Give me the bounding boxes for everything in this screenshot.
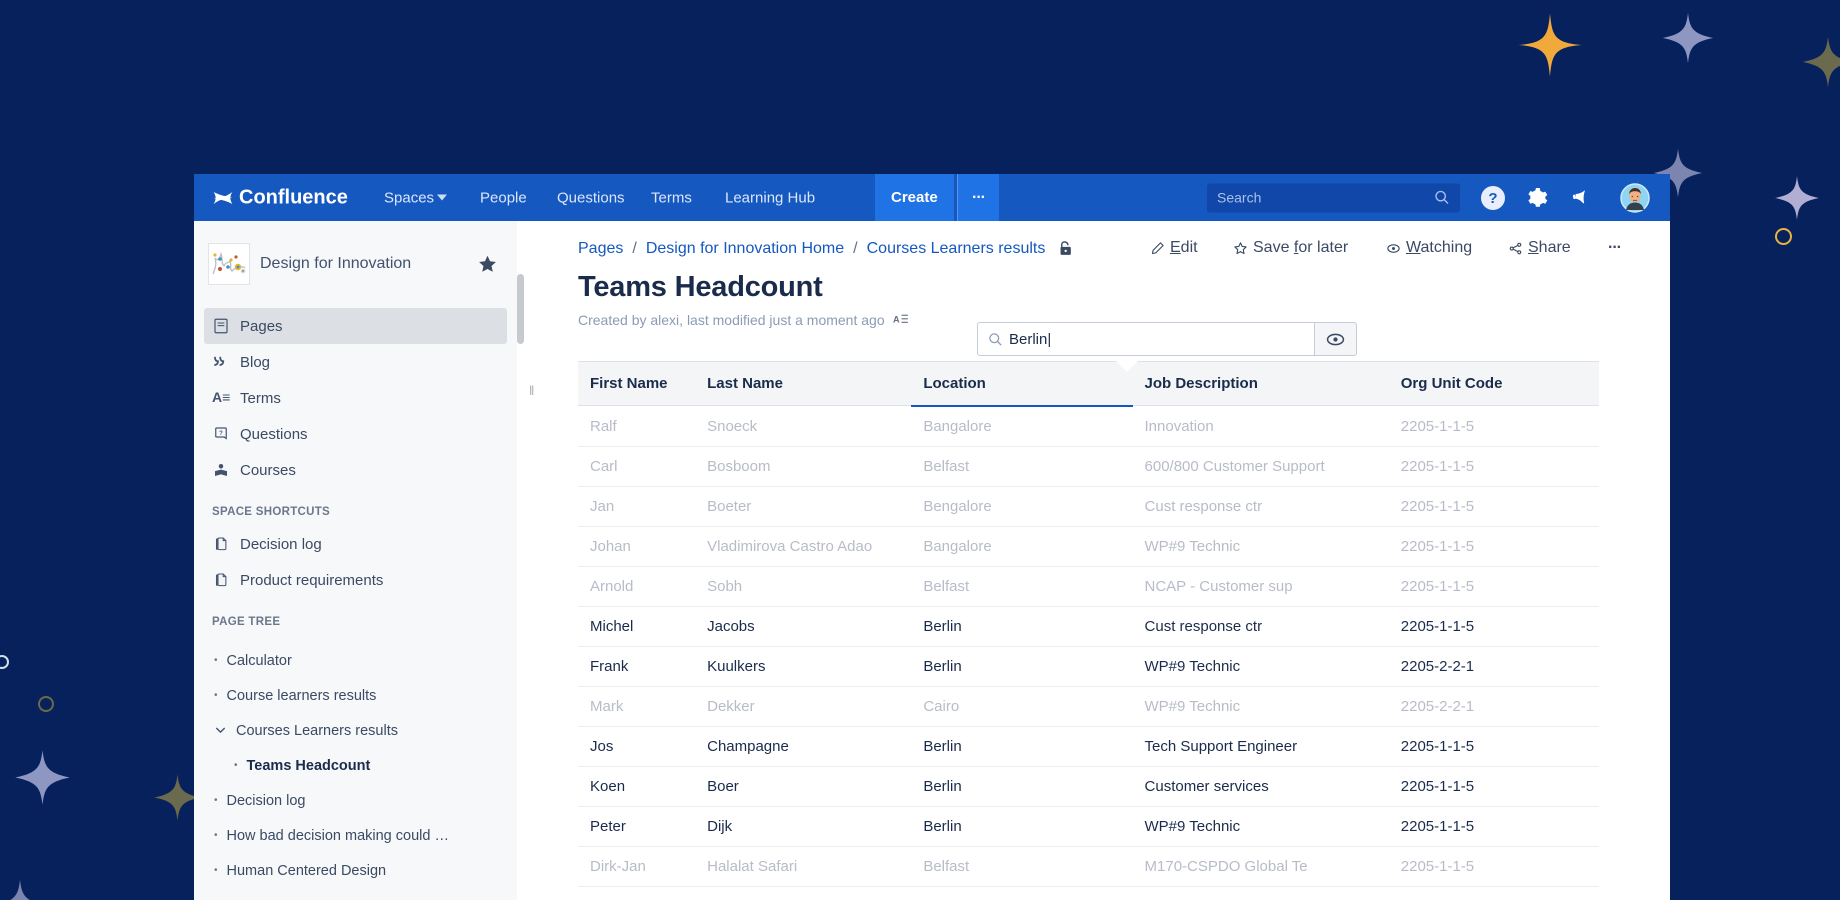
svg-text:A: A <box>893 315 900 325</box>
svg-text:?: ? <box>1488 190 1497 207</box>
svg-text:?: ? <box>219 431 223 437</box>
